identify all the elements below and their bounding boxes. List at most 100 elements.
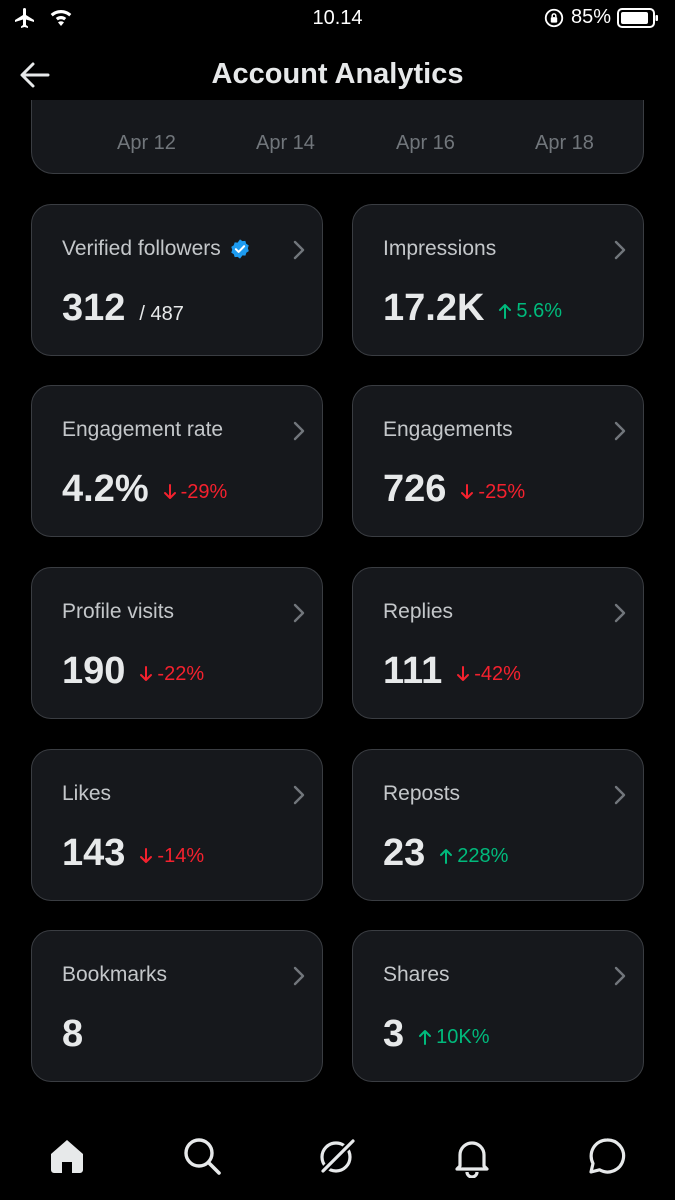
- status-bar: 10.14 85%: [0, 0, 675, 40]
- card-value: 4.2%: [62, 468, 149, 510]
- battery-percent: 85%: [570, 6, 611, 28]
- card-title: Engagement rate: [62, 418, 224, 441]
- bottom-nav: [0, 1120, 675, 1200]
- back-arrow-icon: [20, 62, 50, 88]
- search-icon: [184, 1138, 221, 1175]
- airplane-icon: [15, 8, 34, 28]
- card-value-row: 312 / 487: [62, 287, 184, 330]
- arrow-down-icon: [140, 666, 153, 681]
- nav-home[interactable]: [45, 1134, 89, 1178]
- card-value-row: 8: [62, 1013, 83, 1056]
- arrow-down-icon: [461, 484, 474, 499]
- chevron-right-icon: [293, 603, 305, 623]
- delta-value: -14%: [157, 844, 205, 867]
- delta-value: 5.6%: [516, 299, 562, 322]
- card-reposts[interactable]: Reposts 23 228%: [352, 749, 644, 901]
- delta-value: 10K%: [436, 1025, 490, 1048]
- status-right: 85%: [543, 6, 659, 29]
- card-shares[interactable]: Shares 3 10K%: [352, 930, 644, 1082]
- bell-icon: [455, 1141, 489, 1179]
- card-impressions[interactable]: Impressions 17.2K 5.6%: [352, 204, 644, 356]
- x-axis-label: Apr 12: [117, 132, 176, 154]
- card-value-row: 23 228%: [383, 832, 508, 875]
- chevron-right-icon: [293, 966, 305, 986]
- page-title: Account Analytics: [211, 58, 464, 90]
- status-time: 10.14: [312, 7, 363, 29]
- card-title: Bookmarks: [62, 963, 168, 986]
- chevron-right-icon: [293, 240, 305, 260]
- card-engagements[interactable]: Engagements 726 -25%: [352, 385, 644, 537]
- chevron-right-icon: [614, 785, 626, 805]
- card-replies[interactable]: Replies 111 -42%: [352, 567, 644, 719]
- card-value: 17.2K: [383, 287, 485, 329]
- card-value: 190: [62, 650, 126, 692]
- card-value-row: 726 -25%: [383, 468, 525, 511]
- card-value: 3: [383, 1013, 405, 1055]
- nav-messages[interactable]: [585, 1134, 629, 1178]
- card-likes[interactable]: Likes 143 -14%: [31, 749, 323, 901]
- card-title: Likes: [62, 782, 112, 805]
- arrow-up-icon: [499, 304, 512, 319]
- delta-value: 228%: [457, 844, 509, 867]
- arrow-down-icon: [457, 666, 470, 681]
- card-value-row: 17.2K 5.6%: [383, 287, 562, 330]
- card-value-row: 143 -14%: [62, 832, 204, 875]
- delta-value: -25%: [478, 480, 526, 503]
- arrow-up-icon: [440, 849, 453, 864]
- delta-badge: -42%: [456, 663, 521, 686]
- orientation-lock-icon: [544, 8, 564, 27]
- card-value-row: 111 -42%: [383, 650, 521, 693]
- chevron-right-icon: [293, 421, 305, 441]
- card-value: 143: [62, 832, 126, 874]
- x-axis-label: Apr 16: [396, 132, 455, 154]
- card-verified-followers[interactable]: Verified followers 312 / 487: [31, 204, 323, 356]
- arrow-down-icon: [140, 848, 153, 863]
- card-total: / 487: [139, 303, 184, 325]
- back-button[interactable]: [18, 60, 54, 92]
- verified-badge-icon: [231, 239, 249, 259]
- card-value-row: 4.2% -29%: [62, 468, 227, 511]
- chevron-right-icon: [293, 785, 305, 805]
- chevron-right-icon: [614, 603, 626, 623]
- card-engagement-rate[interactable]: Engagement rate 4.2% -29%: [31, 385, 323, 537]
- home-icon: [51, 1140, 83, 1173]
- delta-value: -42%: [474, 662, 521, 685]
- card-title-text: Verified followers: [62, 237, 221, 260]
- card-title: Reposts: [383, 782, 461, 805]
- card-title: Profile visits: [62, 600, 175, 623]
- nav-search[interactable]: [180, 1134, 224, 1178]
- card-title: Verified followers: [62, 237, 251, 261]
- card-title: Shares: [383, 963, 450, 986]
- delta-badge: -25%: [460, 481, 525, 504]
- card-title: Engagements: [383, 418, 513, 441]
- nav-grok[interactable]: [315, 1134, 359, 1178]
- card-profile-visits[interactable]: Profile visits 190 -22%: [31, 567, 323, 719]
- nav-notifications[interactable]: [450, 1134, 494, 1179]
- card-value: 312: [62, 287, 126, 329]
- messages-icon: [589, 1138, 626, 1174]
- delta-value: -29%: [180, 480, 228, 503]
- delta-badge: -22%: [139, 663, 204, 686]
- chevron-right-icon: [614, 240, 626, 260]
- delta-badge: -14%: [139, 845, 204, 868]
- wifi-icon: [50, 10, 72, 26]
- card-bookmarks[interactable]: Bookmarks 8: [31, 930, 323, 1082]
- card-value: 23: [383, 832, 426, 874]
- card-title: Replies: [383, 600, 454, 623]
- card-value-row: 3 10K%: [383, 1013, 490, 1056]
- delta-badge: 228%: [439, 845, 508, 868]
- arrow-up-icon: [419, 1030, 432, 1045]
- grok-icon: [319, 1137, 357, 1175]
- chart-card: Apr 12 Apr 14 Apr 16 Apr 18: [31, 100, 644, 174]
- card-value: 111: [383, 650, 443, 692]
- arrow-down-icon: [163, 484, 176, 499]
- card-value: 8: [62, 1013, 84, 1055]
- chevron-right-icon: [614, 966, 626, 986]
- delta-badge: 10K%: [418, 1025, 490, 1049]
- card-value-row: 190 -22%: [62, 650, 204, 693]
- chevron-right-icon: [614, 421, 626, 441]
- status-left: [12, 6, 74, 30]
- battery-icon: [617, 7, 658, 28]
- card-title: Impressions: [383, 237, 497, 260]
